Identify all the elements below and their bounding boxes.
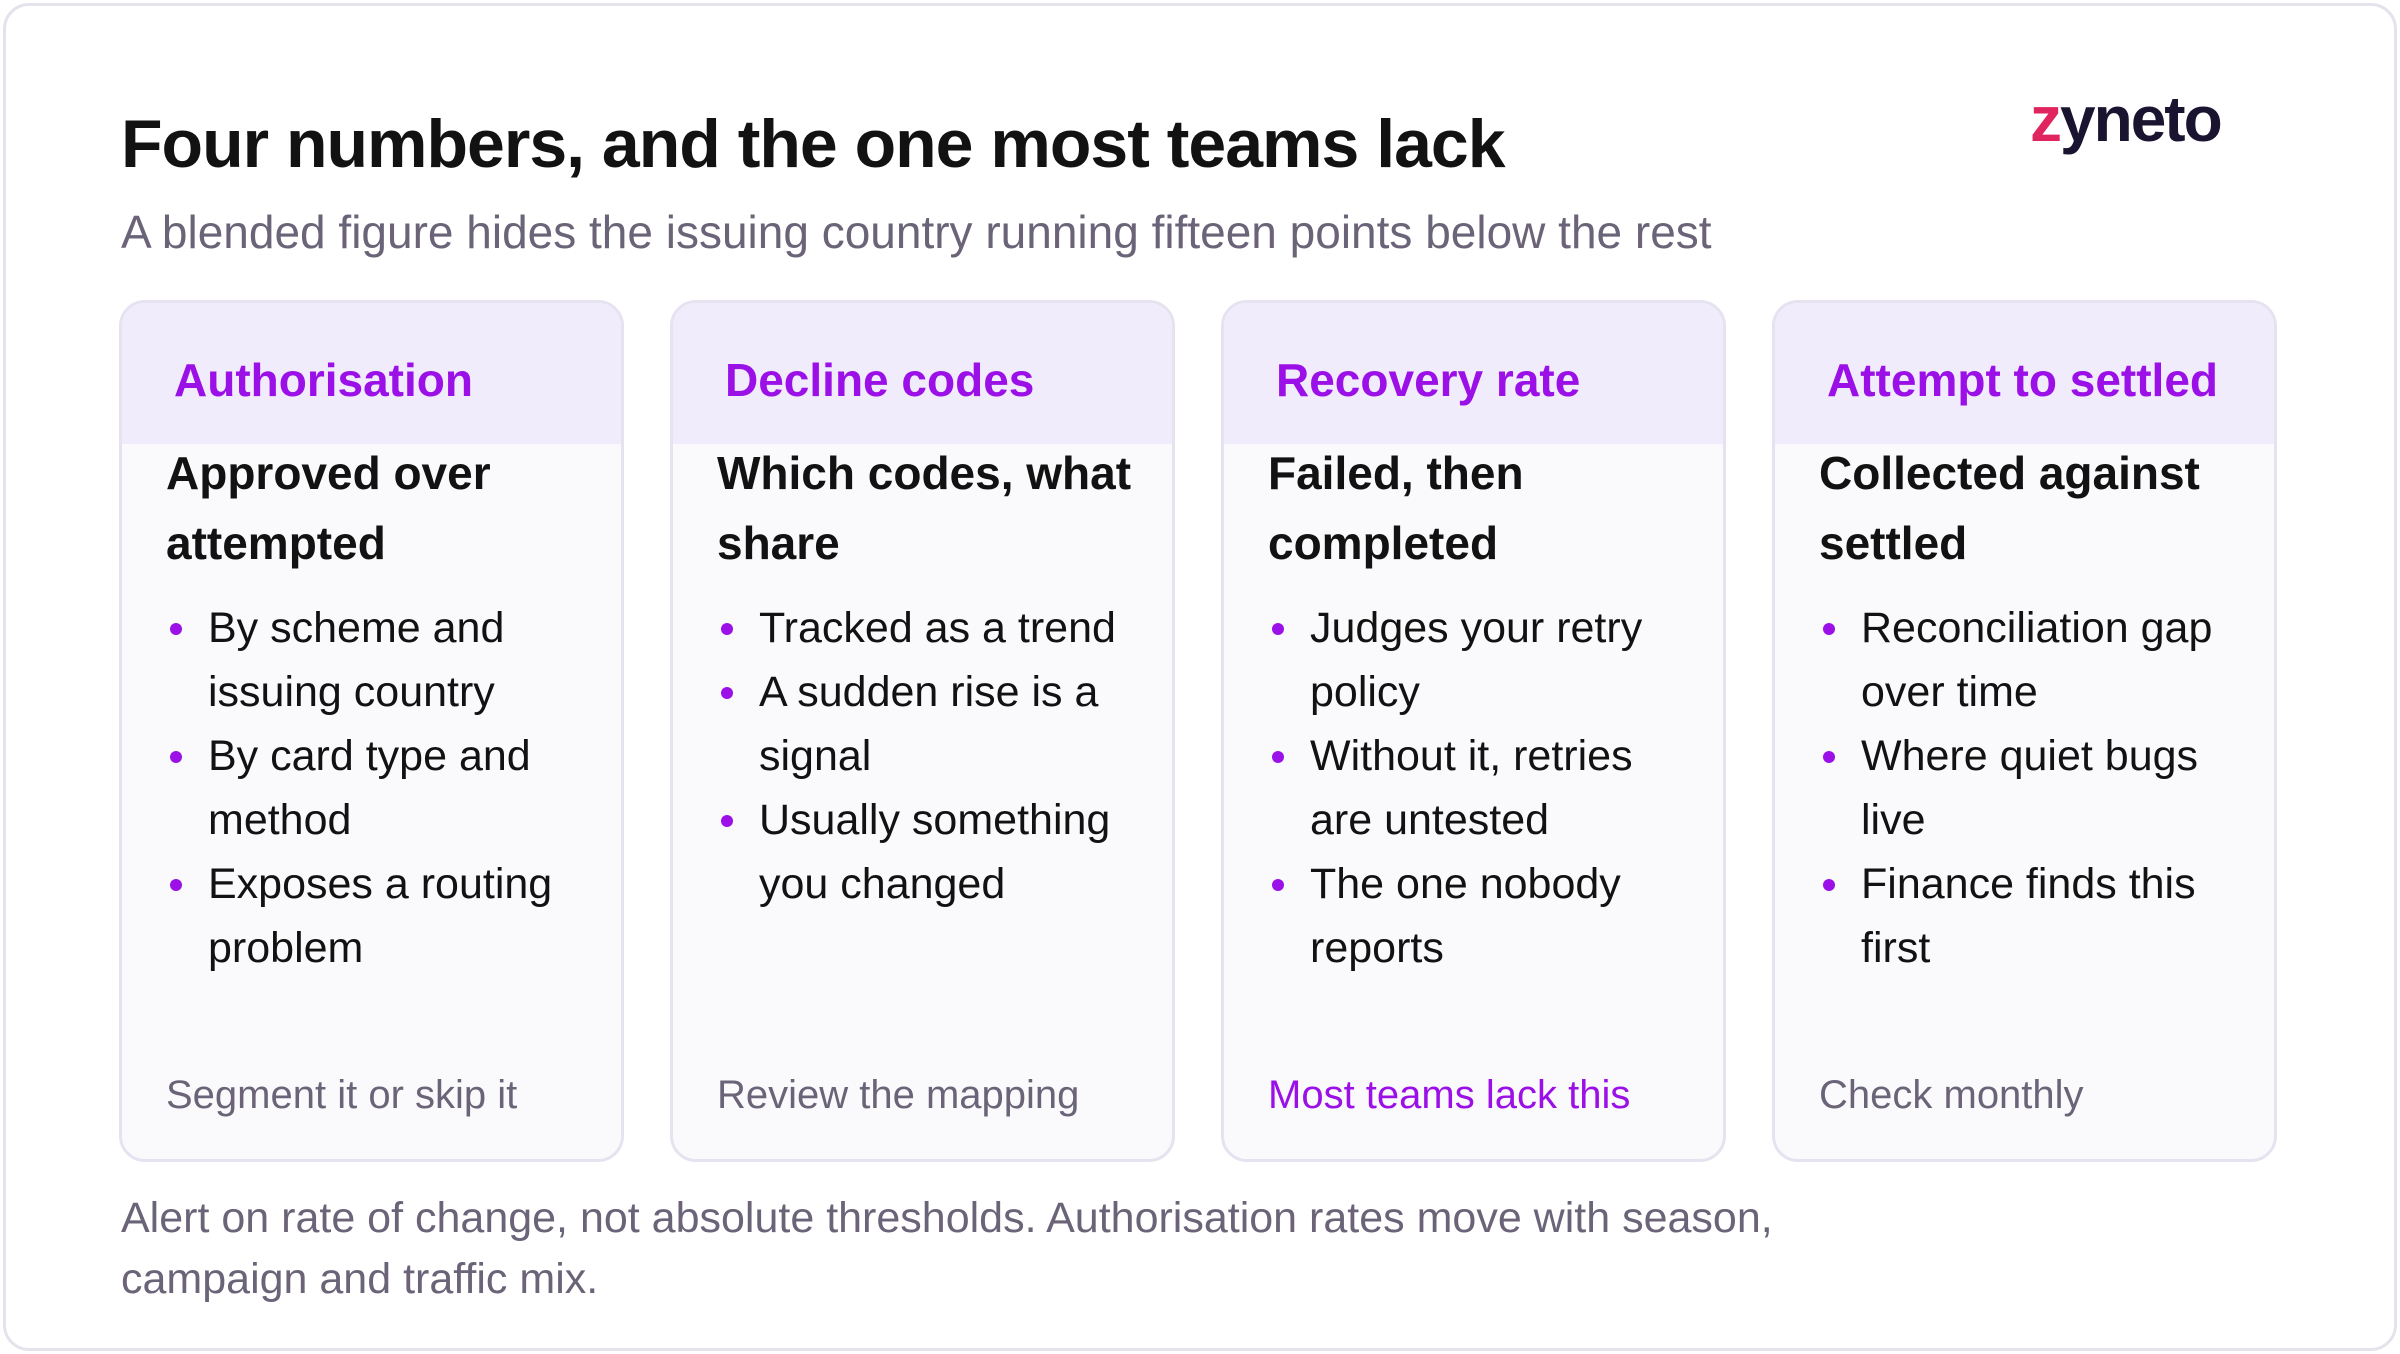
card-footer: Review the mapping: [717, 1073, 1080, 1117]
card: Attempt to settled Collected against sett…: [1772, 300, 2277, 1162]
bullet: Where quiet bugs live: [1823, 724, 2244, 852]
subtitle: A blended figure hides the issuing count…: [121, 206, 1712, 258]
bullet: Usually something you changed: [721, 788, 1142, 916]
card-footer: Check monthly: [1819, 1073, 2084, 1117]
bullet: The one nobody reports: [1272, 852, 1693, 980]
title: Four numbers, and the one most teams lac…: [121, 106, 1506, 182]
note: Alert on rate of change, not absolute th…: [121, 1194, 1773, 1303]
bullet: Without it, retries are untested: [1272, 724, 1693, 852]
card-label: Decline codes: [673, 303, 1172, 444]
card-title: Which codes, what share: [717, 447, 1132, 569]
bullet-list: Reconciliation gap over time Where quiet …: [1775, 596, 2274, 980]
bullet-list: Judges your retry policy Without it, retr…: [1224, 596, 1723, 980]
frame: [3, 3, 2397, 1351]
card: Authorisation Approved over attempted By s…: [119, 300, 624, 1162]
bullet: Exposes a routing problem: [170, 852, 591, 980]
card-footer: Most teams lack this: [1268, 1073, 1631, 1117]
bullet: By scheme and issuing country: [170, 596, 591, 724]
bullet: Reconciliation gap over time: [1823, 596, 2244, 724]
card: Recovery rate Failed, then completed Judge…: [1221, 300, 1726, 1162]
bullet: Judges your retry policy: [1272, 596, 1693, 724]
bullet: Finance finds this first: [1823, 852, 2244, 980]
cards: Authorisation Approved over attempted By s…: [119, 300, 2277, 1162]
card-label: Recovery rate: [1224, 303, 1723, 444]
card-footer: Segment it or skip it: [166, 1073, 518, 1117]
bullet: A sudden rise is a signal: [721, 660, 1142, 788]
card-label: Authorisation: [122, 303, 621, 444]
card-title: Approved over attempted: [166, 447, 491, 569]
bullet: By card type and method: [170, 724, 591, 852]
logo: zyneto: [2030, 83, 2223, 155]
bullet-list: Tracked as a trend A sudden rise is a sig…: [673, 596, 1172, 916]
card-title: Failed, then completed: [1268, 447, 1524, 569]
bullet: Tracked as a trend: [721, 596, 1142, 660]
card: Decline codes Which codes, what share Trac…: [670, 300, 1175, 1162]
card-label: Attempt to settled: [1775, 303, 2274, 444]
bullet-list: By scheme and issuing country By card typ…: [122, 596, 621, 980]
card-title: Collected against settled: [1819, 447, 2200, 569]
